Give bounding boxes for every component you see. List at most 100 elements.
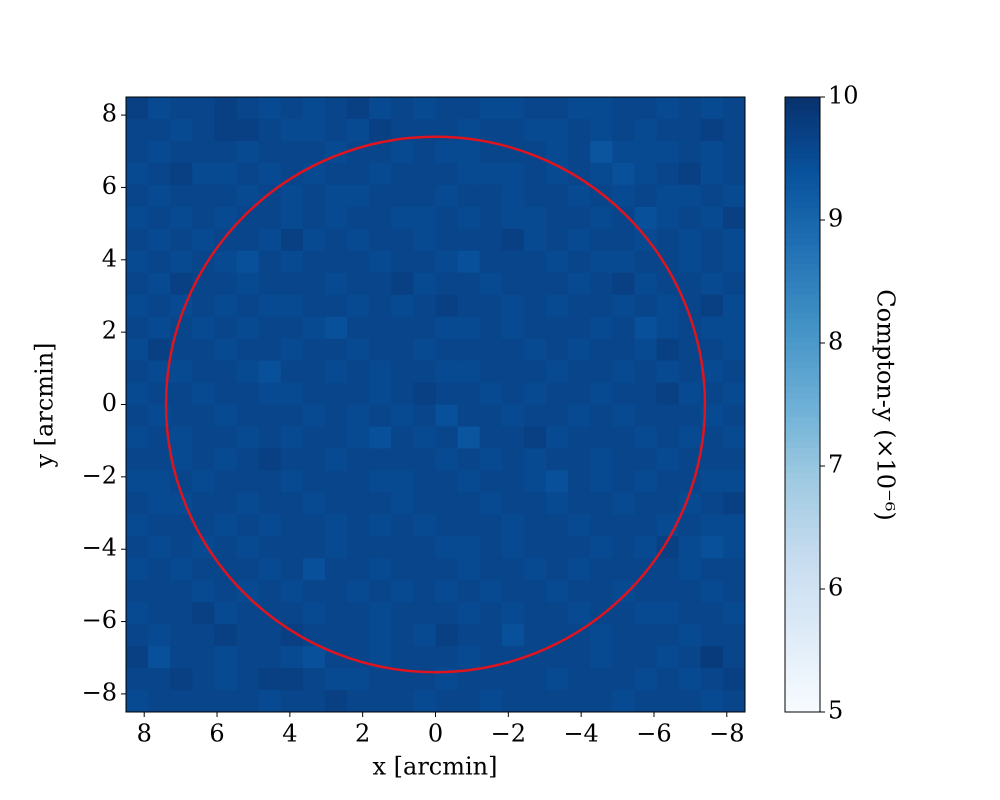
heatmap-cell (457, 426, 481, 449)
heatmap-cell (347, 140, 370, 164)
heatmap-cell (170, 514, 193, 537)
heatmap-cell (546, 228, 569, 252)
heatmap-cell (280, 536, 304, 559)
heatmap-cell (479, 624, 503, 647)
y-tick-label: 0 (102, 389, 117, 417)
heatmap-cell (479, 140, 503, 164)
heatmap-cell (546, 470, 569, 493)
heatmap-cell (435, 162, 459, 186)
heatmap-cell (413, 448, 436, 471)
heatmap-cell (634, 250, 658, 274)
heatmap-cell (192, 294, 215, 318)
heatmap-cell (457, 470, 481, 493)
heatmap-cell (347, 558, 370, 581)
heatmap-cell (457, 514, 481, 537)
heatmap-cell (126, 514, 149, 537)
heatmap-cell (700, 140, 724, 164)
heatmap-cell (170, 602, 193, 625)
heatmap-cell (170, 184, 193, 208)
heatmap-cell (148, 536, 171, 559)
heatmap-cell (236, 316, 260, 340)
colorbar-segment (785, 563, 820, 572)
heatmap-cell (369, 514, 392, 537)
heatmap-cell (722, 602, 746, 625)
heatmap-cell (700, 514, 724, 537)
heatmap-cell (324, 448, 348, 471)
heatmap-cell (324, 228, 348, 252)
heatmap-cell (236, 118, 260, 142)
heatmap-cell (214, 140, 238, 164)
heatmap-cell (656, 668, 680, 691)
heatmap-cell (634, 690, 658, 713)
heatmap-cell (391, 118, 414, 142)
heatmap-cell (656, 382, 680, 405)
heatmap-cell (214, 470, 238, 493)
colorbar-segment (785, 317, 820, 326)
heatmap-cell (126, 97, 149, 120)
heatmap-cell (214, 272, 238, 296)
heatmap-cell (369, 558, 392, 581)
heatmap-cell (236, 426, 260, 449)
heatmap-cell (700, 382, 724, 405)
heatmap-cell (546, 382, 569, 405)
heatmap-cell (656, 558, 680, 581)
colorbar-segment (785, 164, 820, 172)
colorbar-segment (785, 121, 820, 129)
heatmap-cell (435, 206, 459, 230)
heatmap-cell (479, 514, 503, 537)
heatmap-cell (501, 272, 525, 296)
heatmap-cell (347, 184, 370, 208)
heatmap-cell (568, 470, 591, 493)
heatmap-cell (126, 316, 149, 340)
heatmap-cell (678, 140, 702, 164)
heatmap-cell (479, 250, 503, 274)
heatmap-cell (634, 602, 658, 625)
heatmap-cell (347, 668, 370, 691)
heatmap-cell (369, 624, 392, 647)
heatmap-cell (722, 646, 746, 669)
colorbar-segment (785, 416, 820, 424)
heatmap-cell (634, 404, 658, 427)
heatmap-cell (568, 162, 591, 186)
heatmap-cell (501, 624, 525, 647)
heatmap-cell (568, 580, 591, 603)
heatmap-cell (479, 536, 503, 559)
heatmap-cell (722, 140, 746, 164)
heatmap-cell (656, 404, 680, 427)
heatmap-cell (546, 492, 569, 515)
heatmap-cell (148, 448, 171, 471)
colorbar-segment (785, 637, 820, 645)
heatmap-cell (634, 470, 658, 493)
heatmap-cell (523, 668, 547, 691)
y-tick-label: −6 (82, 606, 117, 634)
heatmap-cell (192, 316, 215, 340)
heatmap-cell (324, 382, 348, 405)
heatmap-cell (236, 492, 260, 515)
colorbar-segment (785, 483, 820, 492)
heatmap-cell (722, 228, 746, 252)
heatmap-cell (148, 492, 171, 515)
heatmap-cell (612, 294, 635, 318)
colorbar-segment (785, 262, 820, 270)
heatmap-cell (126, 184, 149, 208)
heatmap-cell (722, 624, 746, 647)
heatmap-cell (148, 97, 171, 120)
heatmap-cell (413, 228, 436, 252)
heatmap-cell (280, 250, 304, 274)
heatmap-cell (722, 184, 746, 208)
colorbar-segment (785, 250, 820, 258)
heatmap-cell (369, 140, 392, 164)
heatmap-cell (324, 690, 348, 713)
heatmap-cell (170, 448, 193, 471)
colorbar-segment (785, 496, 820, 504)
colorbar-segment (785, 650, 820, 658)
heatmap-cell (700, 426, 724, 449)
heatmap-cell (523, 492, 547, 515)
heatmap-cell (568, 118, 591, 142)
heatmap-cell (656, 536, 680, 559)
heatmap-cell (590, 514, 613, 537)
heatmap-cell (523, 382, 547, 405)
heatmap-cell (391, 404, 414, 427)
heatmap-cell (656, 162, 680, 186)
heatmap-cell (501, 536, 525, 559)
